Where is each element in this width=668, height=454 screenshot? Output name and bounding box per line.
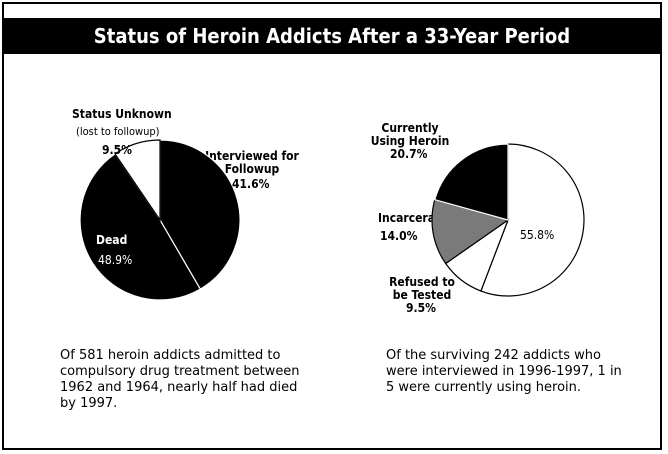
- pie-slice: [79, 152, 202, 301]
- slice-label: Dead: [96, 233, 128, 247]
- pies: [79, 139, 585, 301]
- value-label: 14.0%: [380, 229, 418, 243]
- pie-slice: [431, 198, 510, 265]
- slice-label: Interviewed for Followup: [205, 149, 299, 176]
- value-label: 55.8%: [520, 228, 555, 242]
- pie-slice: [159, 139, 241, 290]
- value-label: 9.5%: [406, 301, 436, 315]
- pie-slice: [480, 143, 585, 297]
- slice-label: Status Unknown: [72, 107, 172, 121]
- caption: Of 581 heroin addicts admitted to compul…: [60, 348, 300, 411]
- value-label: 20.7%: [390, 147, 428, 161]
- caption: Of the surviving 242 addicts who were in…: [386, 348, 622, 395]
- value-label: 48.9%: [98, 253, 133, 267]
- chart-frame: Status of Heroin Addicts After a 33-Year…: [2, 2, 662, 450]
- chart-title: Status of Heroin Addicts After a 33-Year…: [4, 18, 660, 54]
- slice-annotation: (lost to followup): [76, 125, 160, 138]
- value-label: 9.5%: [102, 143, 132, 157]
- slice-label: Currently Using Heroin: [370, 121, 450, 148]
- slice-label: Refused to be Tested: [389, 275, 455, 302]
- pie-slice: [434, 143, 509, 221]
- value-label: 41.6%: [232, 177, 270, 191]
- pie-slice: [114, 139, 161, 222]
